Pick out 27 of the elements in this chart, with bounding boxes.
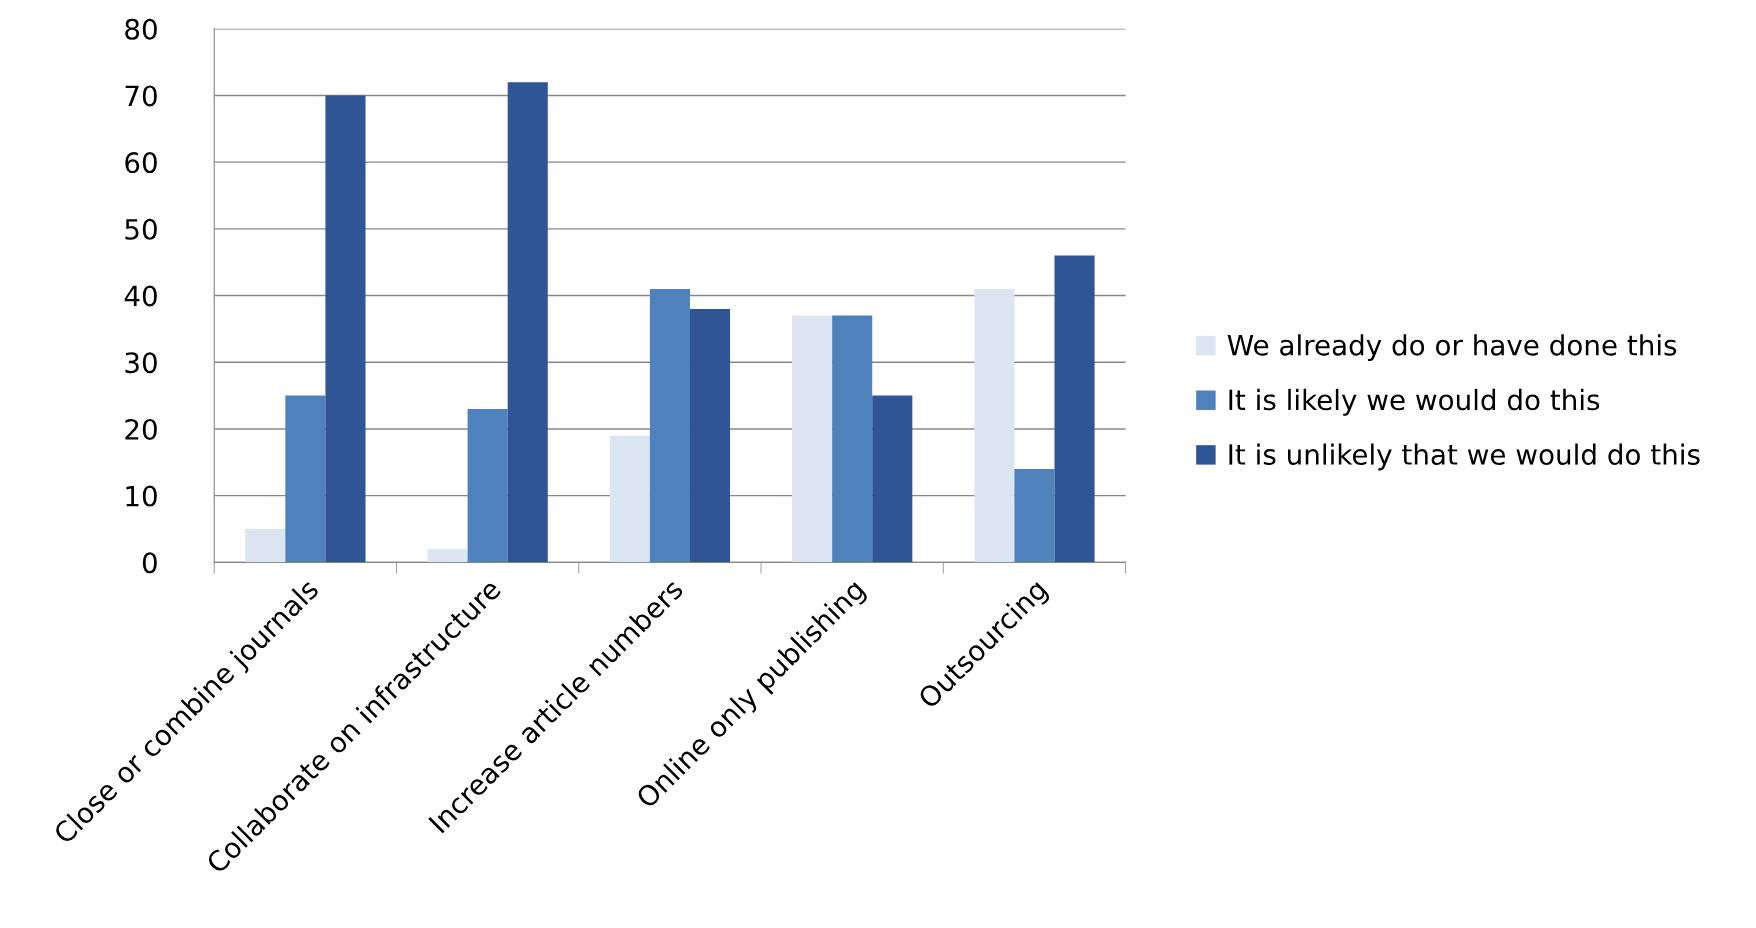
bar xyxy=(245,529,286,563)
bar xyxy=(507,82,548,563)
legend-label: We already do or have done this xyxy=(1227,334,1677,362)
y-tick-label: 10 xyxy=(126,485,157,507)
bar xyxy=(649,288,690,563)
y-tick-label: 20 xyxy=(125,418,157,440)
bar xyxy=(325,95,366,563)
y-tick-label: 40 xyxy=(124,285,157,307)
bar xyxy=(609,435,650,563)
y-tick-label: 0 xyxy=(142,552,157,574)
bar xyxy=(285,395,326,563)
bar xyxy=(467,408,508,563)
bar xyxy=(792,315,833,563)
bar xyxy=(872,395,913,563)
legend-label: It is unlikely that we would do this xyxy=(1229,443,1700,471)
bar xyxy=(689,308,731,563)
y-tick-label: 30 xyxy=(125,352,157,374)
y-tick-label: 60 xyxy=(125,152,157,174)
bar xyxy=(832,315,873,563)
y-tick-label: 70 xyxy=(125,85,157,107)
bar xyxy=(1054,255,1095,563)
bar xyxy=(974,288,1015,563)
y-tick-label: 80 xyxy=(125,18,157,40)
bar xyxy=(1014,468,1055,563)
legend-label: It is likely we would do this xyxy=(1229,388,1600,416)
bar xyxy=(427,549,468,563)
y-tick-label: 50 xyxy=(125,218,157,240)
